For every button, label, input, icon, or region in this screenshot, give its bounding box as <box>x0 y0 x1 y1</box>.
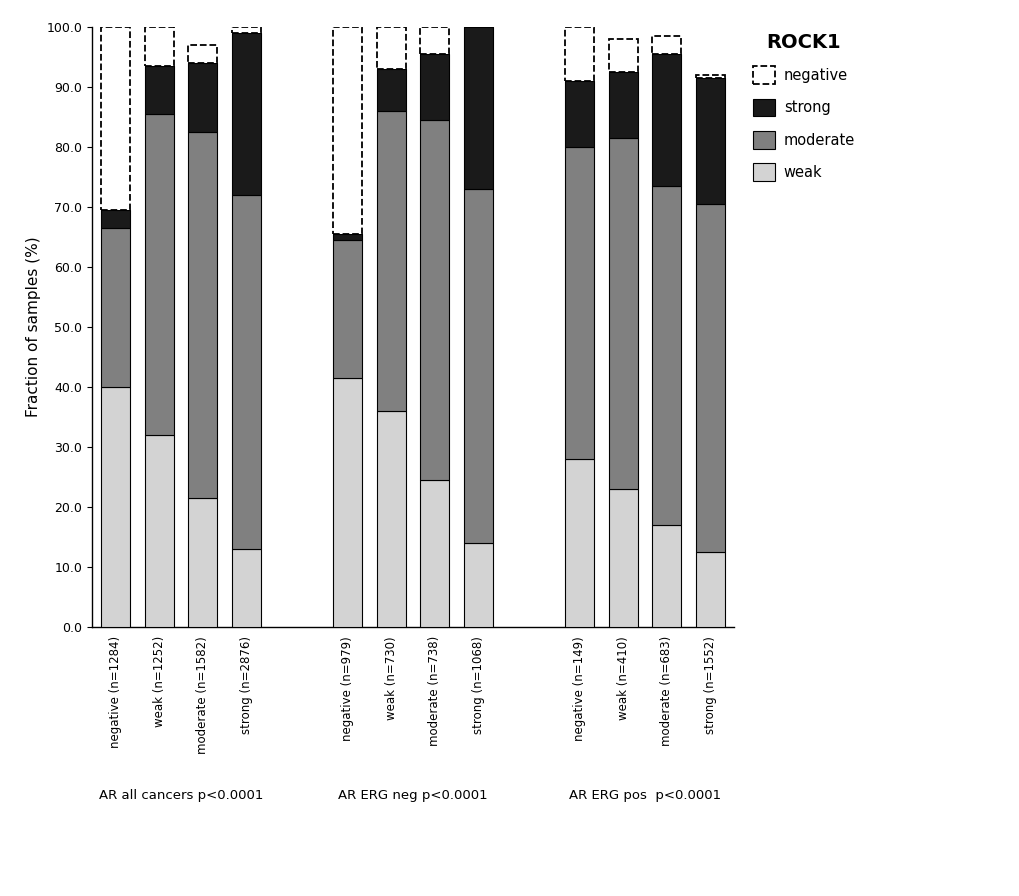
Bar <box>565 459 594 627</box>
Bar <box>464 189 492 543</box>
Bar <box>333 234 362 240</box>
Bar <box>695 75 725 78</box>
Bar <box>565 81 594 147</box>
Bar <box>333 240 362 378</box>
Bar <box>189 45 217 63</box>
Bar <box>608 72 637 138</box>
Bar <box>231 195 261 549</box>
Bar <box>145 27 174 66</box>
Bar <box>695 78 725 204</box>
Bar <box>695 552 725 627</box>
Bar <box>651 36 681 54</box>
Bar <box>651 54 681 186</box>
Bar <box>376 411 406 627</box>
Bar <box>376 111 406 411</box>
Text: AR ERG neg p<0.0001: AR ERG neg p<0.0001 <box>338 789 487 802</box>
Bar <box>565 147 594 459</box>
Bar <box>695 204 725 552</box>
Bar <box>189 45 217 63</box>
Bar <box>333 27 362 234</box>
Bar <box>464 24 492 27</box>
Bar <box>231 27 261 33</box>
Bar <box>420 120 449 480</box>
Bar <box>608 39 637 72</box>
Bar <box>651 525 681 627</box>
Bar <box>695 75 725 78</box>
Text: AR ERG pos  p<0.0001: AR ERG pos p<0.0001 <box>569 789 720 802</box>
Bar <box>189 63 217 132</box>
Bar <box>145 114 174 435</box>
Bar <box>189 132 217 498</box>
Bar <box>376 27 406 69</box>
Y-axis label: Fraction of samples (%): Fraction of samples (%) <box>25 237 41 418</box>
Bar <box>231 33 261 195</box>
Bar <box>608 39 637 72</box>
Legend: negative, strong, moderate, weak: negative, strong, moderate, weak <box>747 27 860 187</box>
Bar <box>376 69 406 111</box>
Text: AR all cancers p<0.0001: AR all cancers p<0.0001 <box>99 789 263 802</box>
Bar <box>189 498 217 627</box>
Bar <box>565 27 594 81</box>
Bar <box>608 138 637 489</box>
Bar <box>464 27 492 189</box>
Bar <box>420 480 449 627</box>
Bar <box>333 27 362 234</box>
Bar <box>145 66 174 114</box>
Bar <box>608 489 637 627</box>
Bar <box>420 54 449 120</box>
Bar <box>101 27 130 210</box>
Bar <box>145 435 174 627</box>
Bar <box>420 27 449 54</box>
Bar <box>145 27 174 66</box>
Bar <box>376 27 406 69</box>
Bar <box>420 27 449 54</box>
Bar <box>231 549 261 627</box>
Bar <box>464 543 492 627</box>
Bar <box>101 228 130 387</box>
Bar <box>651 36 681 54</box>
Bar <box>101 210 130 228</box>
Bar <box>101 27 130 210</box>
Bar <box>231 27 261 33</box>
Bar <box>464 24 492 27</box>
Bar <box>565 27 594 81</box>
Bar <box>651 186 681 525</box>
Bar <box>101 387 130 627</box>
Bar <box>333 378 362 627</box>
